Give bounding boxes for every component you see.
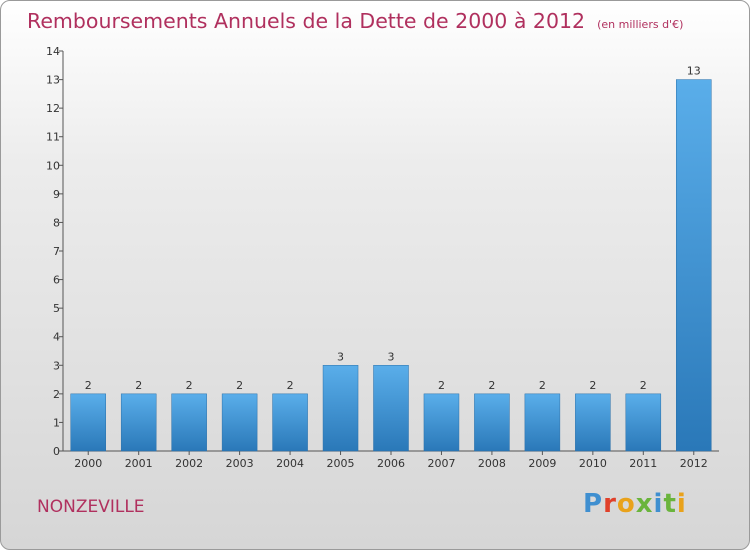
bar — [221, 393, 258, 452]
y-tick-label: 3 — [53, 359, 60, 372]
y-tick-label: 8 — [53, 216, 60, 229]
bar — [171, 393, 207, 452]
y-tick-label: 10 — [46, 159, 60, 172]
bar — [272, 393, 308, 452]
chart-title: Remboursements Annuels de la Dette de 20… — [27, 9, 683, 33]
logo-letter: o — [616, 489, 636, 519]
logo-letter: t — [663, 489, 677, 519]
bar-value-label: 13 — [687, 65, 701, 78]
y-tick-label: 1 — [53, 416, 60, 429]
x-tick-label: 2011 — [629, 457, 657, 470]
x-tick-label: 2000 — [74, 457, 102, 470]
y-tick-label: 6 — [53, 274, 60, 287]
bar-value-label: 2 — [85, 379, 92, 392]
bar — [625, 393, 662, 452]
y-tick-label: 2 — [53, 388, 60, 401]
logo-letter: r — [603, 489, 617, 519]
bar-value-label: 2 — [488, 379, 495, 392]
bar — [524, 393, 561, 452]
bar — [474, 393, 510, 452]
x-tick-label: 2002 — [175, 457, 203, 470]
y-tick-label: 11 — [46, 131, 60, 144]
y-tick-label: 9 — [53, 188, 60, 201]
x-tick-label: 2003 — [226, 457, 254, 470]
chart-title-text: Remboursements Annuels de la Dette de 20… — [27, 9, 586, 33]
bar-value-label: 2 — [589, 379, 596, 392]
x-tick-label: 2004 — [276, 457, 304, 470]
chart-unit: (en milliers d'€) — [597, 18, 684, 31]
bar-value-label: 2 — [287, 379, 294, 392]
x-tick-label: 2010 — [579, 457, 607, 470]
bar-value-label: 2 — [236, 379, 243, 392]
logo-letter: x — [635, 489, 654, 519]
x-tick-label: 2007 — [427, 457, 455, 470]
y-tick-label: 4 — [53, 331, 60, 344]
bar-value-label: 2 — [186, 379, 193, 392]
bar — [322, 365, 359, 452]
bar-value-label: 2 — [539, 379, 546, 392]
y-tick-label: 7 — [53, 245, 60, 258]
proxiti-logo: Proxiti — [583, 489, 687, 519]
x-tick-label: 2006 — [377, 457, 405, 470]
x-tick-label: 2005 — [327, 457, 355, 470]
bar-value-label: 2 — [640, 379, 647, 392]
bars: 2 2 2 2 2 3 3 2 2 2 2 2 13 — [70, 65, 712, 452]
logo-letter: P — [583, 489, 604, 519]
x-tick-label: 2008 — [478, 457, 506, 470]
bar — [120, 393, 157, 452]
logo-letter: i — [653, 489, 664, 519]
bar-value-label: 2 — [135, 379, 142, 392]
bar — [373, 365, 409, 452]
bar-value-label: 3 — [388, 350, 395, 363]
bar — [575, 393, 611, 452]
y-tick-label: 0 — [53, 445, 60, 458]
y-tick-label: 14 — [46, 45, 60, 58]
y-tick-label: 12 — [46, 102, 60, 115]
bar-value-label: 3 — [337, 350, 344, 363]
y-tick-label: 13 — [46, 74, 60, 87]
commune-name: NONZEVILLE — [37, 497, 145, 517]
x-tick-label: 2001 — [125, 457, 153, 470]
bar-value-label: 2 — [438, 379, 445, 392]
bar — [423, 393, 460, 452]
bar — [70, 393, 106, 452]
y-tick-label: 5 — [53, 302, 60, 315]
x-tick-label: 2009 — [528, 457, 556, 470]
logo-letter: i — [676, 489, 687, 519]
bar — [676, 79, 712, 452]
x-tick-label: 2012 — [680, 457, 708, 470]
